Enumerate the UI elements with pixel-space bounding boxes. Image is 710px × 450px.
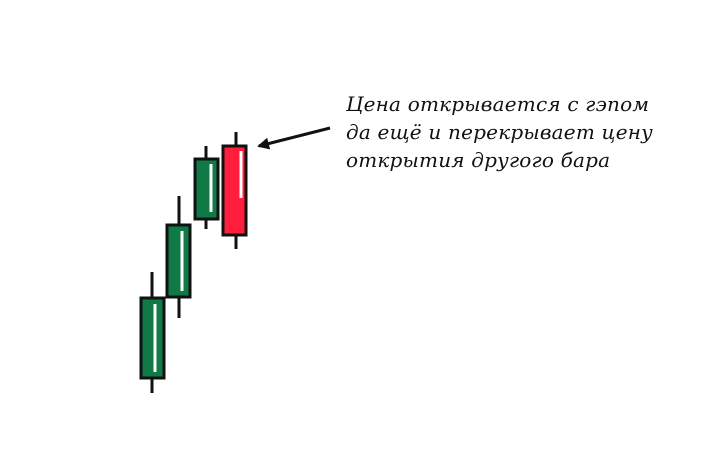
candle-3-body (193, 157, 220, 221)
pointer-arrow (257, 126, 331, 150)
candle-1-body (139, 296, 166, 380)
candle-4 (221, 132, 248, 249)
annotation-text: Цена открывается с гэпом да ещё и перекр… (346, 90, 686, 174)
candle-2-body (165, 223, 192, 299)
annotation-line-1: Цена открывается с гэпом (346, 92, 650, 116)
annotation-line-3: открытия другого бара (346, 148, 611, 172)
candle-1 (139, 272, 166, 393)
candle-2 (165, 196, 192, 318)
annotation-line-2: да ещё и перекрывает цену (346, 120, 653, 144)
candle-3 (193, 146, 220, 229)
candle-4-body (221, 144, 248, 237)
